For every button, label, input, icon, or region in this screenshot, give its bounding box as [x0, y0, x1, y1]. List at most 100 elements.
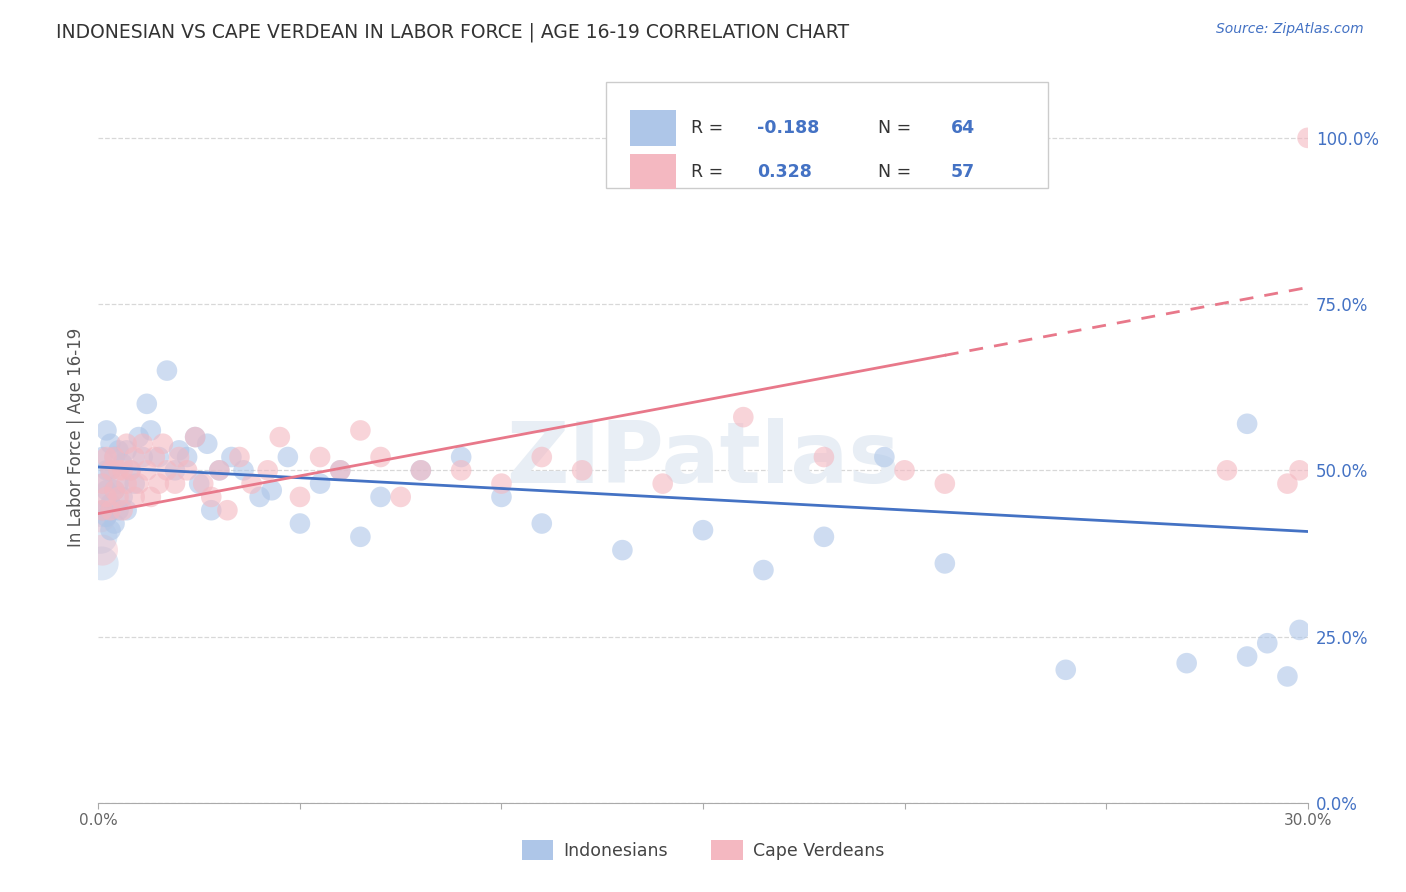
Point — [309, 450, 332, 464]
Point — [124, 476, 146, 491]
Point — [329, 463, 352, 477]
Point — [103, 483, 125, 498]
Point — [100, 436, 122, 450]
Point — [221, 450, 243, 464]
Point — [651, 476, 673, 491]
Text: INDONESIAN VS CAPE VERDEAN IN LABOR FORCE | AGE 16-19 CORRELATION CHART: INDONESIAN VS CAPE VERDEAN IN LABOR FORC… — [56, 22, 849, 42]
Point — [249, 490, 271, 504]
Point — [167, 450, 190, 464]
Point — [163, 476, 186, 491]
Point — [260, 483, 283, 498]
Point — [370, 450, 392, 464]
Point — [184, 430, 207, 444]
Point — [200, 490, 222, 504]
Point — [91, 543, 114, 558]
Point — [1256, 636, 1278, 650]
Point — [148, 476, 170, 491]
Text: 57: 57 — [950, 162, 974, 180]
Point — [1236, 417, 1258, 431]
Point — [96, 450, 118, 464]
Point — [128, 476, 150, 491]
Point — [120, 463, 142, 477]
Point — [813, 530, 835, 544]
Point — [156, 463, 179, 477]
Point — [176, 450, 198, 464]
Point — [107, 503, 129, 517]
Point — [1216, 463, 1239, 477]
Point — [139, 424, 162, 438]
Point — [103, 516, 125, 531]
Point — [132, 450, 155, 464]
Point — [188, 476, 211, 491]
Point — [1277, 476, 1299, 491]
Point — [217, 503, 239, 517]
Point — [349, 424, 371, 438]
Point — [370, 490, 392, 504]
Point — [491, 476, 513, 491]
Legend: Indonesians, Cape Verdeans: Indonesians, Cape Verdeans — [515, 833, 891, 867]
Point — [1288, 463, 1310, 477]
Point — [934, 557, 956, 571]
Point — [103, 483, 125, 498]
Point — [530, 450, 553, 464]
Point — [176, 463, 198, 477]
Text: R =: R = — [690, 119, 728, 137]
Point — [288, 516, 311, 531]
Point — [409, 463, 432, 477]
Point — [873, 450, 896, 464]
Point — [90, 557, 112, 571]
Point — [91, 476, 114, 491]
Point — [240, 476, 263, 491]
Point — [89, 509, 111, 524]
Point — [115, 476, 138, 491]
Text: R =: R = — [690, 162, 728, 180]
Point — [111, 463, 134, 477]
Point — [135, 397, 157, 411]
Point — [111, 503, 134, 517]
Point — [571, 463, 593, 477]
Point — [96, 490, 118, 504]
Point — [100, 503, 122, 517]
Point — [491, 490, 513, 504]
Point — [111, 457, 134, 471]
Text: 0.328: 0.328 — [758, 162, 813, 180]
Point — [148, 450, 170, 464]
Point — [96, 424, 118, 438]
Point — [1277, 669, 1299, 683]
Point — [96, 509, 118, 524]
Bar — [630, 111, 676, 145]
Point — [893, 463, 915, 477]
Point — [195, 436, 218, 450]
Text: Source: ZipAtlas.com: Source: ZipAtlas.com — [1216, 22, 1364, 37]
Point — [450, 463, 472, 477]
Point — [107, 490, 129, 504]
Text: -0.188: -0.188 — [758, 119, 820, 137]
Point — [409, 463, 432, 477]
Point — [91, 476, 114, 491]
Point — [103, 450, 125, 464]
Text: N =: N = — [879, 162, 917, 180]
Text: 64: 64 — [950, 119, 974, 137]
Point — [107, 463, 129, 477]
Point — [934, 476, 956, 491]
Point — [269, 430, 291, 444]
Point — [612, 543, 634, 558]
Point — [163, 463, 186, 477]
Point — [733, 410, 755, 425]
Point — [692, 523, 714, 537]
Point — [329, 463, 352, 477]
Point — [96, 463, 118, 477]
Point — [103, 450, 125, 464]
Point — [135, 463, 157, 477]
Point — [111, 490, 134, 504]
Point — [277, 450, 299, 464]
Point — [1236, 649, 1258, 664]
Point — [91, 503, 114, 517]
Point — [124, 490, 146, 504]
Point — [89, 530, 111, 544]
Point — [91, 503, 114, 517]
Point — [96, 483, 118, 498]
Point — [389, 490, 412, 504]
Point — [156, 363, 179, 377]
Point — [1288, 623, 1310, 637]
